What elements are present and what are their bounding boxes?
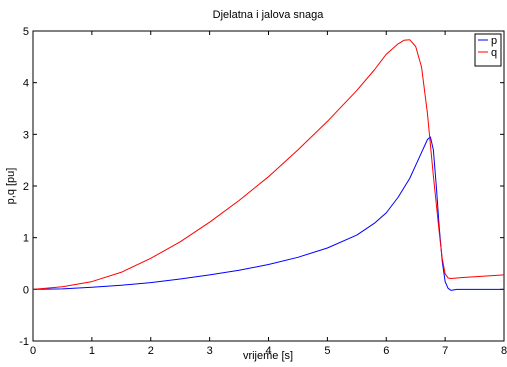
x-tick-label: 5 bbox=[324, 345, 330, 357]
legend: pq bbox=[474, 33, 502, 67]
series-line-p bbox=[32, 136, 504, 291]
y-axis-label: p,q [pu] bbox=[5, 168, 17, 205]
x-tick-label: 0 bbox=[30, 345, 36, 357]
x-tick-label: 8 bbox=[501, 345, 507, 357]
x-tick-label: 7 bbox=[442, 345, 448, 357]
legend-box bbox=[474, 33, 502, 67]
plot-area bbox=[32, 30, 505, 342]
x-tick-label: 6 bbox=[383, 345, 389, 357]
x-axis-label: vrijeme [s] bbox=[243, 350, 293, 362]
legend-label-p: p bbox=[491, 35, 497, 47]
y-tick-label: 2 bbox=[23, 181, 29, 193]
y-tick-label: -1 bbox=[19, 336, 29, 348]
x-tick-label: 3 bbox=[207, 345, 213, 357]
y-tick-label: 3 bbox=[23, 129, 29, 141]
y-tick-label: 4 bbox=[23, 78, 29, 90]
x-tick-label: 4 bbox=[265, 345, 271, 357]
y-tick-label: 0 bbox=[23, 284, 29, 296]
y-tick-label: 1 bbox=[23, 233, 29, 245]
x-tick-label: 2 bbox=[148, 345, 154, 357]
legend-label-q: q bbox=[491, 47, 497, 59]
chart-title: Djelatna i jalova snaga bbox=[213, 9, 325, 21]
series-line-q bbox=[32, 39, 505, 290]
series-layer bbox=[32, 39, 505, 291]
y-tick-label: 5 bbox=[23, 26, 29, 38]
x-tick-label: 1 bbox=[89, 345, 95, 357]
